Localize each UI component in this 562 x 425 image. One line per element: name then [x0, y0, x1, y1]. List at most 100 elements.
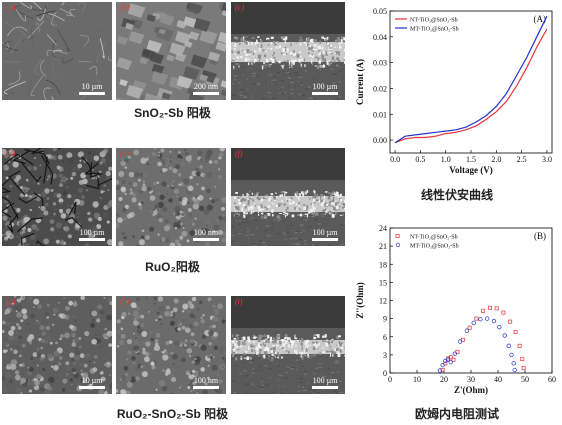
x-tick-label: 0.5: [415, 155, 425, 164]
legend-label: NT-TiO₂@SnO₂-Sb: [410, 18, 458, 24]
sem-image: (f) 100 µm: [231, 148, 345, 246]
data-point: [521, 366, 526, 371]
y-tick-label: 15: [379, 278, 387, 287]
data-point: [452, 351, 457, 356]
data-point: [491, 318, 497, 324]
x-tick-label: 30: [467, 375, 475, 384]
legend-swatch: [395, 242, 401, 248]
sem-image: (d) 100 µm: [2, 148, 112, 246]
chart-panel-label: (B): [534, 231, 546, 241]
scale-bar-line: [79, 92, 105, 95]
data-point: [520, 357, 525, 362]
scale-bar: 100 µm: [312, 228, 338, 241]
scale-bar: 200 nm: [193, 82, 219, 95]
y-tick-label: 21: [379, 242, 387, 251]
caption-ruo2: RuO₂阳极: [145, 260, 200, 274]
data-point: [481, 308, 486, 313]
x-axis-label: Voltage (V): [449, 165, 492, 175]
sem-image: (e) 100 nm: [116, 148, 226, 246]
data-point: [506, 343, 511, 348]
scale-bar-label: 200 nm: [193, 82, 219, 91]
data-point: [464, 328, 470, 333]
legend-swatch: [395, 234, 400, 238]
data-point: [501, 310, 506, 315]
sem-panel-label: (a): [6, 3, 16, 12]
y-tick-label: 0: [383, 369, 387, 378]
x-tick-label: 20: [440, 375, 448, 384]
data-point: [443, 358, 448, 364]
data-point: [440, 368, 445, 372]
y-axis-label: Z''(Ohm): [355, 282, 365, 319]
scale-bar: 100 µm: [79, 228, 105, 241]
sem-panel-label: (d): [6, 149, 16, 158]
scale-bar: 100 nm: [193, 228, 219, 241]
sem-panel-label: (f): [235, 149, 243, 158]
data-point: [509, 352, 514, 358]
sem-panel-label: (c): [235, 3, 244, 12]
data-point: [474, 316, 479, 321]
data-point: [471, 320, 476, 326]
legend-label: NT-TiO₂@SnO₂-Sb: [410, 235, 458, 241]
data-point: [502, 333, 507, 338]
sem-panel-label: (g): [6, 297, 16, 306]
scale-bar-label: 100 µm: [79, 228, 105, 237]
data-point: [513, 329, 518, 334]
data-point: [487, 305, 492, 310]
scale-bar-label: 10 µm: [81, 82, 103, 91]
x-tick-label: 0: [388, 375, 392, 384]
y-tick-label: 0.02: [373, 84, 387, 93]
data-point: [451, 357, 456, 362]
data-point: [517, 343, 522, 348]
series-line: [394, 15, 548, 144]
scale-bar: 100 nm: [193, 376, 219, 389]
data-point: [437, 368, 443, 373]
data-point: [467, 325, 472, 330]
y-tick-label: 0.01: [373, 110, 387, 119]
x-tick-label: 50: [521, 375, 529, 384]
x-tick-label: 2.5: [517, 155, 527, 164]
sem-image: (i) 100 µm: [231, 296, 345, 394]
y-tick-label: 3: [383, 351, 387, 360]
sem-panel-label: (e): [120, 149, 129, 158]
lsv-caption: 线性伏安曲线: [420, 188, 493, 202]
sem-image: (c) 100 µm: [231, 2, 345, 100]
data-point: [511, 361, 516, 366]
scale-bar-line: [312, 386, 338, 389]
scale-bar-line: [79, 386, 105, 389]
legend-label: MT-TiO₂@SnO₂-Sb: [410, 244, 459, 250]
sem-panel-label: (i): [235, 297, 243, 306]
data-point: [497, 324, 502, 330]
scale-bar-label: 100 µm: [312, 376, 338, 385]
y-tick-label: 24: [379, 224, 387, 233]
data-point: [440, 362, 445, 368]
scale-bar-line: [312, 238, 338, 241]
x-tick-label: 1.0: [441, 155, 451, 164]
x-tick-label: 1.5: [466, 155, 476, 164]
x-axis-label: Z'(Ohm): [454, 385, 488, 395]
data-point: [448, 355, 453, 360]
scale-bar: 100 µm: [312, 376, 338, 389]
data-point: [485, 316, 490, 321]
plot-frame: [389, 227, 553, 374]
legend-label: MT-TiO₂@SnO₂-Sb: [410, 27, 459, 33]
data-point: [478, 317, 483, 322]
scale-bar: 10 µm: [79, 82, 105, 95]
x-tick-label: 40: [494, 375, 502, 384]
caption-sno2-sb: SnO₂-Sb 阳极: [134, 106, 211, 120]
sem-panel-label: (b): [120, 3, 130, 12]
y-tick-label: 6: [383, 333, 387, 342]
y-tick-label: 0.03: [373, 59, 387, 68]
series-line: [394, 28, 548, 144]
caption-ruo2-sno2-sb: RuO₂-SnO₂-Sb 阳极: [116, 407, 229, 421]
sem-panel-label: (h): [120, 297, 130, 306]
scale-bar-label: 100 nm: [193, 228, 219, 237]
scale-bar-line: [312, 92, 338, 95]
eis-chart: 0 10 20 30 40 50 60 0 3 6 9 12 15 18 21 24 Z'(Ohm) Z''(Oh…: [352, 220, 562, 402]
x-tick-label: 0.0: [390, 155, 400, 164]
sem-image: (g) 10 µm: [2, 296, 112, 394]
scale-bar-label: 100 µm: [312, 228, 338, 237]
y-tick-label: 9: [383, 315, 387, 324]
lsv-chart-svg: 0.0 0.5 1.0 1.5 2.0 2.5 3.0 0.00 0.01 0.02 0.03 0.0…: [355, 7, 553, 175]
x-tick-label: 3.0: [542, 155, 552, 164]
scale-bar-label: 100 µm: [312, 82, 338, 91]
